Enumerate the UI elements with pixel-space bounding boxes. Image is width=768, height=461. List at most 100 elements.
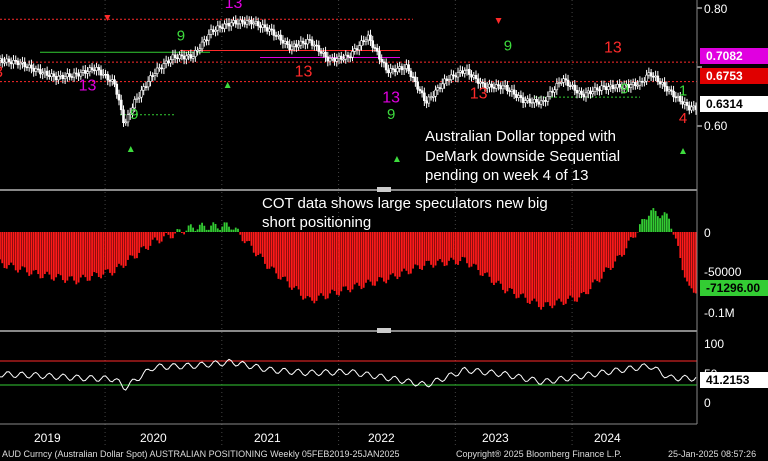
cot-bar [535, 232, 538, 302]
cot-badge-last: -71296.00 [700, 280, 768, 296]
price-candle-body [220, 27, 224, 29]
cot-bar [448, 232, 450, 261]
cot-bar [499, 232, 502, 284]
price-candle-body [571, 84, 574, 87]
cot-bar [241, 232, 244, 242]
cot-bar [19, 232, 22, 270]
price-candle-body [149, 75, 152, 82]
price-candle-body [600, 85, 604, 91]
price-candle-body [292, 43, 296, 47]
price-candle-body [674, 96, 678, 99]
price-candle-body [548, 91, 552, 97]
price-candle-body [194, 50, 197, 57]
demark-count-label: 13 [470, 85, 488, 102]
cot-bar [187, 225, 190, 232]
price-candle-body [690, 106, 693, 111]
cot-bar [645, 219, 648, 232]
price-candle-body [348, 56, 352, 59]
price-candle-body [643, 80, 646, 83]
price-candle-body [104, 73, 107, 76]
cot-bar [652, 208, 655, 232]
x-year-label: 2024 [594, 431, 621, 445]
cot-bar [237, 228, 239, 232]
cot-bar [142, 232, 145, 247]
rsi-line-group [0, 358, 697, 391]
cot-bar [603, 232, 605, 272]
cot-bar [394, 232, 397, 277]
cot-bar [612, 232, 614, 268]
cot-bar [86, 232, 89, 281]
cot-bar [37, 232, 40, 275]
price-candle-body [86, 71, 89, 74]
cot-bar [690, 232, 693, 289]
cot-bar [252, 232, 255, 253]
cot-bar [414, 232, 417, 265]
cot-bar [302, 232, 305, 300]
cot-ytick: -0.1M [704, 306, 735, 320]
cot-bar [17, 232, 19, 273]
price-candle-body [586, 90, 590, 94]
price-candle-body [555, 83, 559, 91]
price-candle-body [524, 100, 527, 104]
price-candle-body [683, 101, 687, 105]
price-candle-body [70, 76, 74, 78]
footer-source: AUD Curncy (Australian Dollar Spot) AUST… [2, 449, 400, 459]
rsi-line [0, 358, 697, 391]
price-candle-body [560, 82, 563, 84]
price-candle-body [692, 105, 696, 108]
cot-bar [320, 232, 322, 294]
cot-bar [533, 232, 536, 299]
cot-bar [223, 222, 226, 232]
cot-bar [234, 227, 237, 232]
cot-bar [228, 226, 230, 232]
cot-bar [273, 232, 275, 268]
cot-bar [688, 232, 691, 286]
cot-bar [79, 232, 82, 278]
price-candle-body [95, 67, 98, 71]
cot-bar [405, 232, 408, 271]
price-candle-body [573, 84, 577, 91]
price-badge-magenta: 0.7082 [700, 48, 768, 64]
cot-bar [93, 232, 96, 273]
cot-bar [407, 232, 410, 275]
price-candle-body [39, 69, 42, 75]
cot-bar [569, 232, 572, 296]
cot-bar [526, 232, 529, 303]
cot-bar [479, 232, 482, 276]
price-candle-body [387, 69, 390, 74]
cot-bar [192, 227, 194, 232]
cot-bar [151, 232, 154, 240]
cot-bar [454, 232, 457, 264]
price-candle-body [618, 84, 621, 88]
cot-bar [427, 232, 430, 261]
cot-bar [295, 232, 298, 287]
cot-bar [356, 232, 358, 283]
cot-bar [484, 232, 486, 274]
price-candle-body [470, 74, 473, 78]
cot-bar [665, 213, 668, 232]
cot-bar [385, 232, 388, 284]
price-candle-body [622, 84, 626, 89]
price-candle-body [243, 21, 247, 25]
cot-bar [239, 232, 242, 235]
cot-bar [178, 229, 181, 232]
cot-bar [400, 232, 403, 272]
price-candle-body [344, 54, 348, 60]
cot-bar [598, 232, 601, 283]
cot-bar [10, 232, 13, 263]
price-candle-body [647, 72, 651, 76]
cot-bar [41, 232, 44, 279]
cot-bar [329, 232, 331, 294]
cot-bar [506, 232, 509, 292]
price-candle-body [649, 72, 653, 77]
cot-bar [308, 232, 311, 298]
price-candle-body [483, 82, 487, 89]
cot-bar [582, 232, 585, 292]
price-candle-body [313, 44, 316, 47]
cot-bar [497, 232, 500, 281]
price-candle-body [119, 99, 123, 111]
price-candle-body [268, 28, 271, 32]
price-candle-body [115, 83, 119, 95]
price-candle-body [636, 84, 639, 87]
price-candle-body [146, 81, 150, 88]
